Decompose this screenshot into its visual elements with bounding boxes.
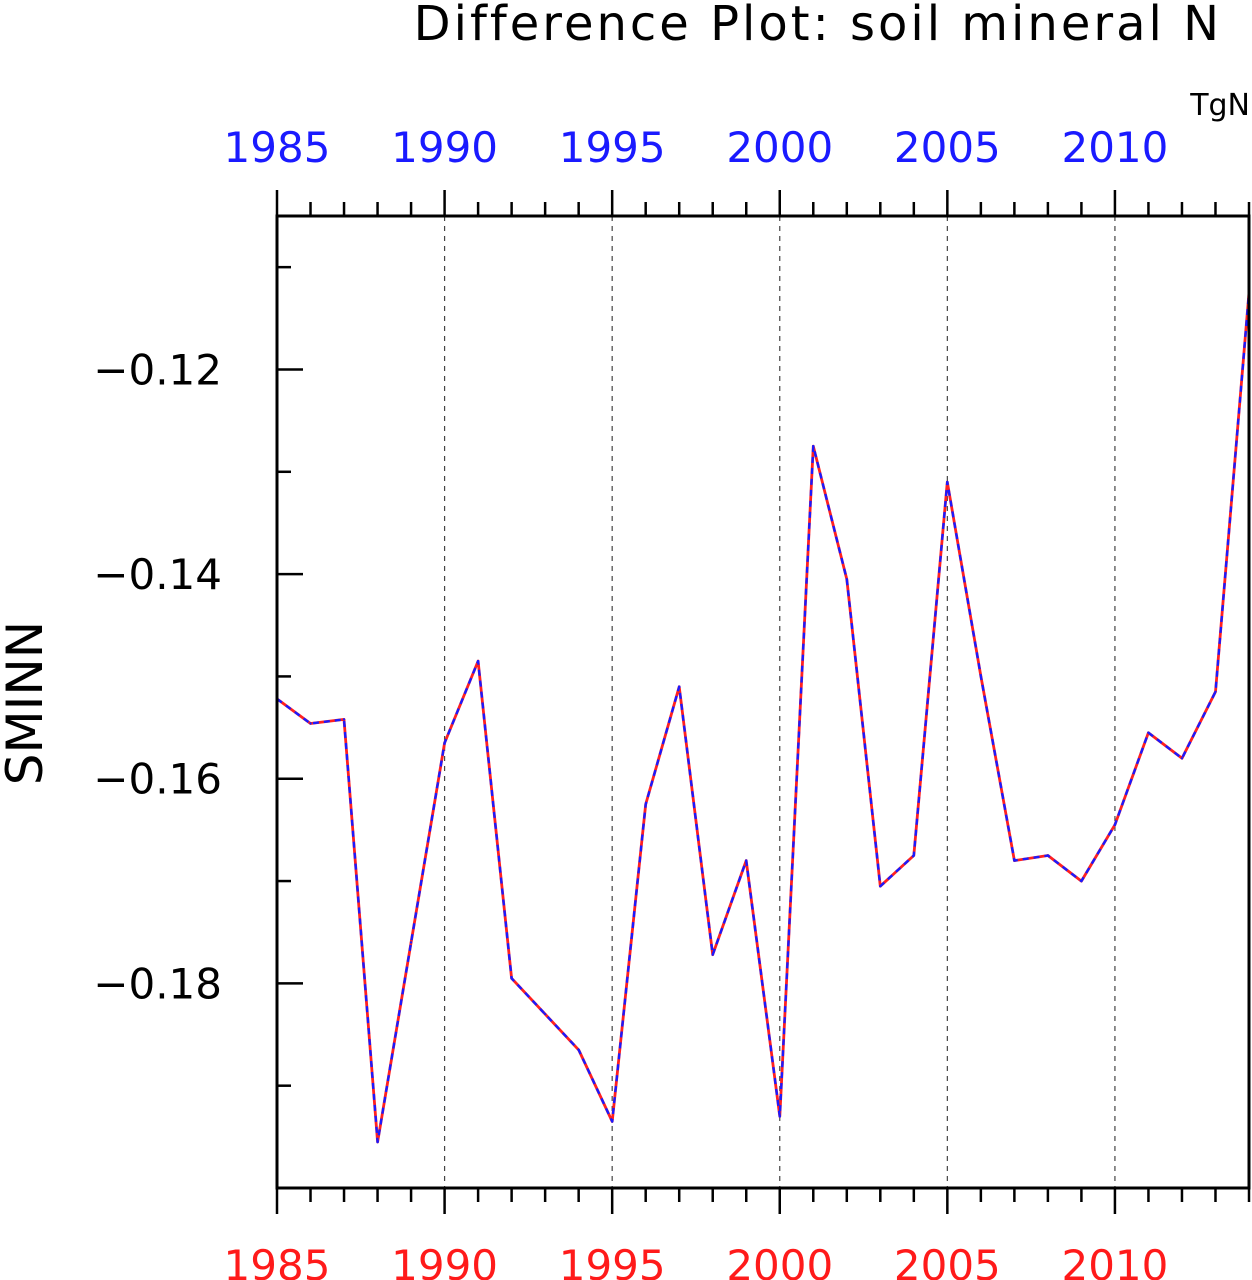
x-tick-label-bottom-1985: 1985 [224,1241,331,1280]
data-point-1-1988 [376,1140,379,1144]
grid [443,216,1116,1188]
y-tick-label-2: −0.16 [93,755,222,804]
plot-frame [275,214,1251,1190]
series-line-0 [276,292,1251,1144]
data-point-1-2011 [1147,731,1150,734]
data-point-1-1986 [309,722,312,725]
x-tick-label-bottom-2005: 2005 [894,1241,1001,1280]
data-point-1-2002 [845,578,848,581]
data-point-1-1993 [543,1012,547,1016]
series-group [275,291,1251,1144]
x-tick-label-bottom-1990: 1990 [391,1241,498,1280]
data-point-1-1992 [510,977,513,980]
data-point-1-2000 [778,1115,781,1118]
series-line-1 [276,292,1251,1144]
axis-ticks [275,190,1251,1214]
x-tick-label-top-2005: 2005 [894,123,1001,172]
data-point-1-1991 [476,659,480,663]
data-point-1-1989 [409,941,413,944]
x-tick-label-bottom-2000: 2000 [726,1241,833,1280]
x-tick-label-top-1985: 1985 [224,123,331,172]
x-tick-label-top-2000: 2000 [726,123,833,172]
data-point-1-2008 [1046,854,1050,857]
tick-labels: 1985 1985 1990 1990 1995 1995 2000 2000 2005 2005… [93,123,1168,1280]
data-point-1-1999 [745,859,748,862]
x-tick-label-top-1990: 1990 [391,123,498,172]
data-point-1-1997 [678,685,681,688]
data-point-1-2004 [912,854,916,857]
x-tick-label-bottom-2010: 2010 [1061,1241,1168,1280]
data-point-1-1996 [644,803,647,806]
chart-title: Difference Plot: soil mineral N [414,0,1222,52]
data-point-1-2006 [979,675,983,678]
y-tick-label-3: −0.18 [93,959,222,1008]
data-point-1-1987 [342,718,346,721]
data-point-1-2010 [1113,823,1117,826]
data-point-1-2003 [879,884,882,888]
data-point-1-1995 [610,1120,614,1123]
x-tick-label-top-1995: 1995 [559,123,666,172]
data-point-1-2012 [1180,757,1184,760]
data-point-1-1994 [577,1048,580,1052]
data-point-1-2005 [946,480,949,484]
units-label: TgN [1189,88,1250,123]
data-point-1-1990 [443,741,446,745]
y-tick-label-0: −0.12 [93,345,222,394]
data-point-1-2001 [812,445,815,448]
y-tick-label-1: −0.14 [93,550,222,599]
data-point-1-2009 [1080,879,1083,883]
y-axis-label: SMINN [0,621,54,785]
data-point-1-2013 [1214,690,1217,693]
x-tick-label-bottom-1995: 1995 [559,1241,666,1280]
x-tick-label-top-2010: 2010 [1061,123,1168,172]
data-point-1-2007 [1013,859,1016,862]
data-point-1-1998 [711,953,714,956]
